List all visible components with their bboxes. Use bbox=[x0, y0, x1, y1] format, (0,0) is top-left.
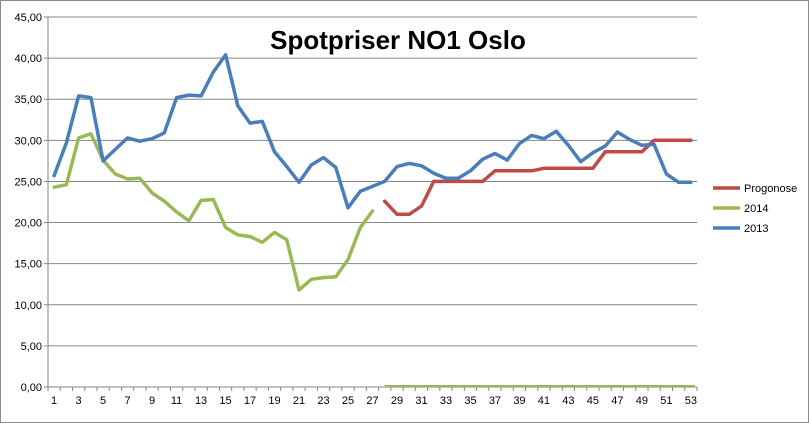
x-tick-label: 7 bbox=[125, 395, 131, 407]
legend-label-2013: 2013 bbox=[744, 223, 768, 235]
x-tick-label: 21 bbox=[293, 395, 305, 407]
x-tick-label: 9 bbox=[149, 395, 155, 407]
series-line-2014 bbox=[52, 132, 375, 292]
x-tick-label: 47 bbox=[611, 395, 623, 407]
x-tick-label: 49 bbox=[636, 395, 648, 407]
x-tick-label: 27 bbox=[366, 395, 378, 407]
y-tick-label: 45,00 bbox=[14, 12, 42, 24]
y-tick-label: 25,00 bbox=[14, 176, 42, 188]
x-tick-label: 33 bbox=[440, 395, 452, 407]
plot-area: 0,00 5,00 10,00 15,00 20,00 25,00 30,00 35,00 40… bbox=[14, 12, 698, 407]
x-tick-label: 41 bbox=[538, 395, 550, 407]
legend-label-progonose: Progonose bbox=[744, 183, 797, 195]
y-tick-label: 30,00 bbox=[14, 135, 42, 147]
chart-legend: Progonose 2014 2013 bbox=[713, 183, 797, 235]
y-tick-label: 40,00 bbox=[14, 53, 42, 65]
x-tick-label: 39 bbox=[513, 395, 525, 407]
series-line-2013 bbox=[52, 53, 693, 210]
x-tick-label: 15 bbox=[219, 395, 231, 407]
x-tick-label: 1 bbox=[51, 395, 57, 407]
x-tick-label: 31 bbox=[415, 395, 427, 407]
series-line-progonose bbox=[382, 138, 693, 217]
x-tick-label: 53 bbox=[685, 395, 697, 407]
x-tick-label: 29 bbox=[391, 395, 403, 407]
x-tick-label: 5 bbox=[100, 395, 106, 407]
x-tick-label: 45 bbox=[587, 395, 599, 407]
chart-title: Spotpriser NO1 Oslo bbox=[270, 25, 526, 55]
y-tick-label: 35,00 bbox=[14, 94, 42, 106]
x-tick-label: 11 bbox=[171, 395, 182, 407]
y-tick-label: 0,00 bbox=[21, 382, 42, 394]
y-tick-label: 5,00 bbox=[21, 341, 42, 353]
x-tick-label: 37 bbox=[489, 395, 501, 407]
y-tick-label: 10,00 bbox=[14, 300, 42, 312]
x-tick-label: 35 bbox=[464, 395, 476, 407]
y-tick-label: 20,00 bbox=[14, 218, 42, 230]
x-tick-label: 19 bbox=[268, 395, 280, 407]
x-tick-label: 3 bbox=[76, 395, 82, 407]
legend-label-2014: 2014 bbox=[744, 203, 768, 215]
y-tick-label: 15,00 bbox=[14, 259, 42, 271]
x-tick-label: 23 bbox=[317, 395, 329, 407]
x-tick-label: 17 bbox=[244, 395, 256, 407]
x-tick-label: 13 bbox=[195, 395, 207, 407]
x-tick-label: 43 bbox=[562, 395, 574, 407]
x-tick-label: 25 bbox=[342, 395, 354, 407]
x-tick-label: 51 bbox=[660, 395, 672, 407]
